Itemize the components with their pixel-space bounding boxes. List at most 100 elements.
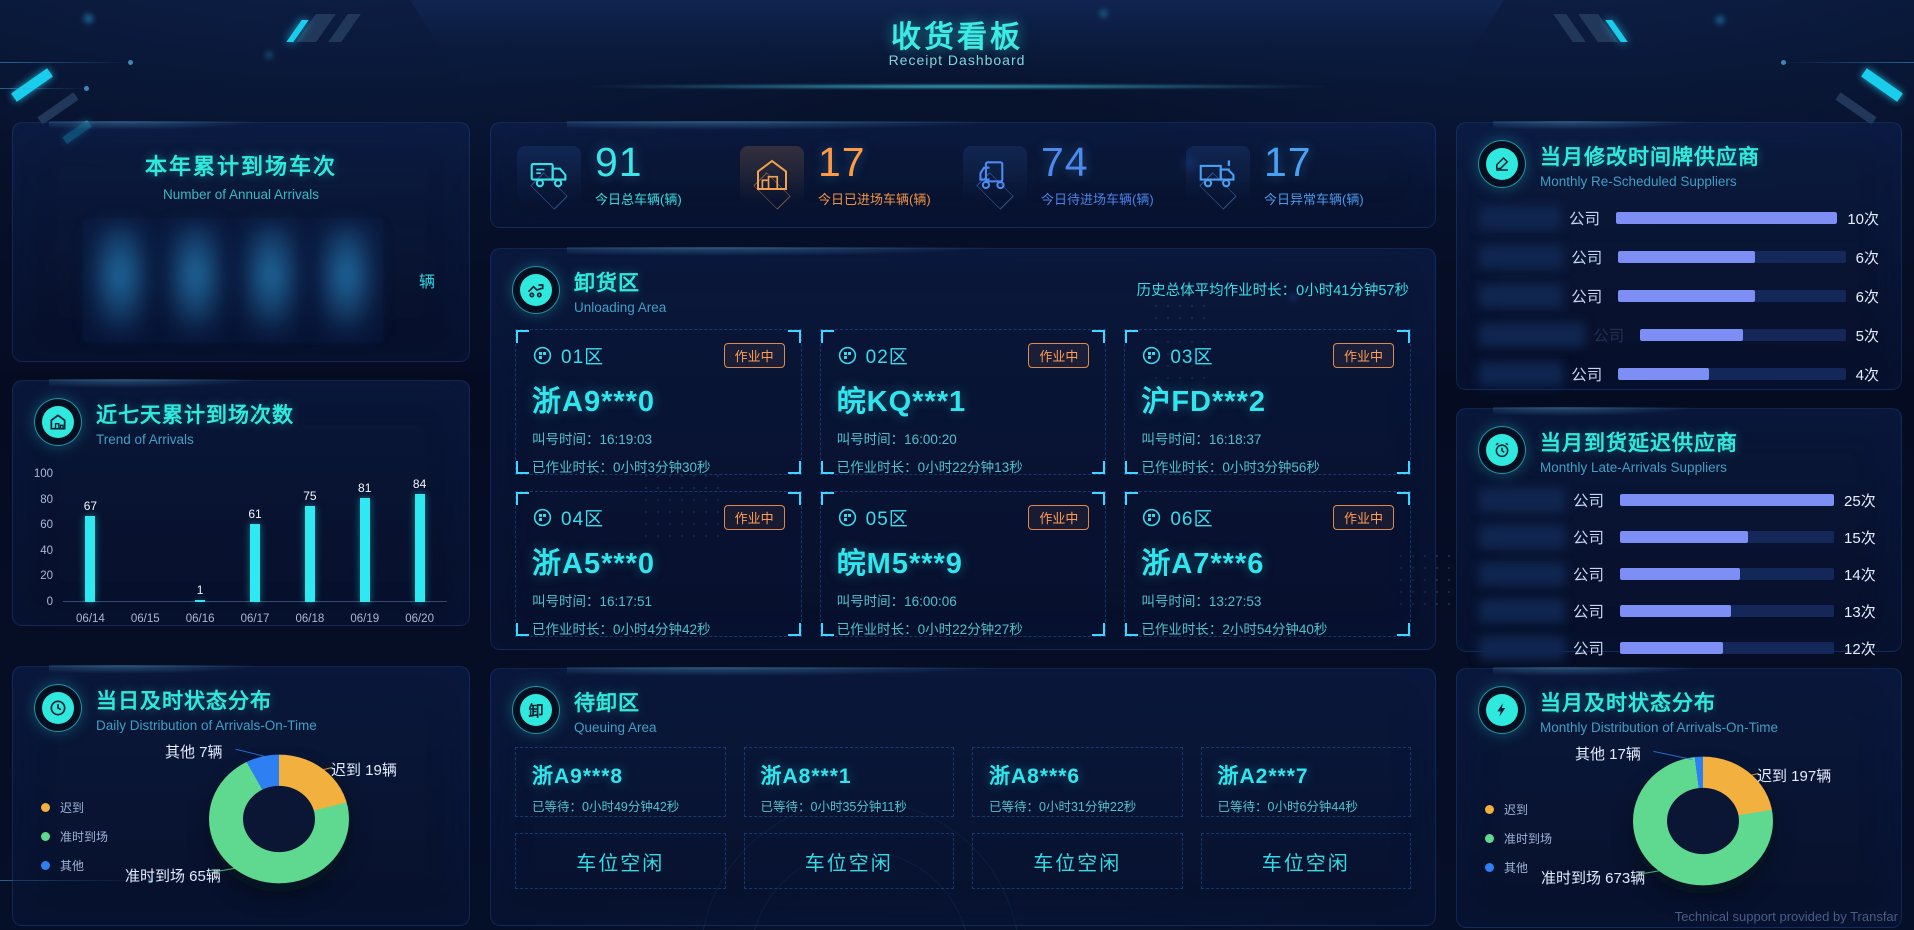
supplier-bar-track — [1620, 494, 1835, 506]
bay-zone-label: 02区 — [865, 347, 909, 368]
trend-subtitle: Trend of Arrivals — [96, 432, 194, 447]
supplier-row: 公司 25次 — [1479, 487, 1879, 513]
trend-bar — [85, 516, 96, 602]
bay-plate: 皖M5***9 — [836, 548, 963, 580]
unload-badge-icon: 卸 — [513, 687, 559, 733]
legend-item: 迟到 — [41, 799, 108, 816]
annual-unit: 辆 — [418, 274, 435, 291]
queue-slot-card: 浙A9***8 已等待：0小时49分钟42秒 — [515, 747, 726, 817]
supplier-row: 公司 14次 — [1479, 561, 1879, 587]
callout-line — [235, 748, 271, 759]
queuing-subtitle: Queuing Area — [574, 720, 657, 735]
trend-panel: 近七天累计到场次数 Trend of Arrivals 67 06/14 06/1… — [12, 379, 470, 626]
supplier-count: 6次 — [1855, 249, 1879, 267]
supplier-bar-track — [1620, 531, 1835, 543]
trend-bar — [414, 494, 425, 602]
monthly-donut-title: 当月及时状态分布 — [1540, 692, 1716, 715]
supplier-bar-track — [1620, 568, 1835, 580]
stat-entered-vehicles: 17 今日已进场车辆(辆) — [740, 142, 963, 210]
warehouse-truck-icon — [35, 399, 81, 445]
trend-plot: 67 06/14 06/15 1 06/16 61 06/17 75 06/18 81 0… — [63, 457, 447, 625]
bay-zone-label: 03区 — [1170, 347, 1214, 368]
truck-icon — [517, 146, 581, 210]
today-stats-panel: 91 今日总车辆(辆) 17 今日已进场车辆(辆) — [490, 121, 1436, 228]
warehouse-icon — [740, 146, 804, 210]
supplier-row: 公司 13次 — [1479, 598, 1879, 624]
unloading-title: 卸货区 — [574, 272, 640, 295]
bay-call-time: 叫号时间：13:27:53 — [1141, 594, 1262, 609]
late-subtitle: Monthly Late-Arrivals Suppliers — [1540, 460, 1727, 475]
daily-donut-chart — [209, 754, 349, 884]
bay-zone-label: 06区 — [1170, 509, 1214, 530]
bay-call-time: 叫号时间：16:18:37 — [1141, 432, 1262, 447]
unloading-bay-card: 05区 作业中 皖M5***9 叫号时间：16:00:06 已作业时长：0小时2… — [819, 491, 1107, 637]
glow-orb-decor — [1716, 16, 1724, 24]
zone-icon — [533, 508, 552, 527]
alarm-clock-icon — [1479, 427, 1525, 473]
supplier-bar — [1620, 642, 1723, 654]
blurred-digit — [89, 224, 151, 337]
callout-ontime: 准时到场 673辆 — [1541, 870, 1646, 887]
bay-call-time: 叫号时间：16:19:03 — [532, 432, 653, 447]
supplier-bar — [1616, 212, 1838, 224]
bay-plate: 皖KQ***1 — [836, 386, 967, 418]
supplier-bar-track — [1640, 329, 1846, 341]
queuing-title: 待卸区 — [574, 692, 640, 715]
circuit-trace-decor — [0, 878, 153, 883]
header: 收货看板 Receipt Dashboard — [0, 0, 1914, 92]
legend-item: 其他 — [1485, 859, 1552, 876]
supplier-count: 25次 — [1844, 492, 1876, 510]
annual-subtitle: Number of Annual Arrivals — [162, 187, 320, 202]
supplier-bar-track — [1618, 368, 1846, 380]
status-badge: 作业中 — [1332, 343, 1394, 368]
legend-dot-late — [41, 803, 50, 812]
idle-slot-card: 车位空闲 — [1200, 833, 1411, 889]
supplier-count: 12次 — [1844, 640, 1876, 658]
avg-working-time: 历史总体平均作业时长：0小时41分钟57秒 — [1136, 283, 1409, 299]
bay-work-time: 已作业时长：0小时3分钟56秒 — [1141, 460, 1320, 475]
supplier-name-blurred — [1479, 562, 1565, 586]
supplier-name-blurred — [1479, 525, 1565, 549]
callout-ontime: 准时到场 65辆 — [125, 868, 221, 885]
supplier-row: 公司 15次 — [1479, 524, 1879, 550]
bay-call-time: 叫号时间：16:00:20 — [836, 432, 957, 447]
bar-column: 84 06/20 — [405, 477, 434, 625]
daily-donut-title: 当日及时状态分布 — [96, 690, 272, 713]
y-tick-label: 40 — [40, 544, 53, 557]
supplier-count: 14次 — [1844, 566, 1876, 584]
edge-slash-decor — [1835, 92, 1877, 125]
supplier-row: 公司 10次 — [1479, 205, 1879, 231]
supplier-name-blurred — [1479, 245, 1564, 269]
status-badge: 作业中 — [1332, 505, 1394, 530]
trend-title: 近七天累计到场次数 — [96, 404, 294, 427]
queue-slot-card: 浙A8***1 已等待：0小时35分钟11秒 — [743, 747, 954, 817]
queue-plate: 浙A2***7 — [1217, 765, 1309, 788]
supplier-count: 13次 — [1844, 603, 1876, 621]
legend-dot-other — [41, 861, 50, 870]
supplier-bar-track — [1616, 212, 1838, 224]
lightning-icon — [1479, 687, 1525, 733]
status-badge: 作业中 — [723, 505, 785, 530]
legend-item: 其他 — [41, 857, 108, 874]
bar-column: 06/15 — [130, 613, 160, 625]
supplier-row: 公司 5次 — [1479, 322, 1879, 348]
trend-chart: 67 06/14 06/15 1 06/16 61 06/17 75 06/18 81 0… — [27, 457, 451, 625]
supplier-name-blurred — [1479, 636, 1565, 660]
callout-line — [1653, 750, 1693, 761]
chart-legend: 迟到 准时到场 其他 — [1485, 801, 1552, 888]
page-subtitle: Receipt Dashboard — [888, 52, 1026, 68]
supplier-count: 5次 — [1855, 327, 1879, 345]
zone-icon — [838, 346, 856, 365]
daily-donut-area: 迟到 准时到场 其他 其他 7辆 迟到 19辆 准时到场 65辆 — [13, 737, 469, 925]
bar-column: 61 06/17 — [240, 506, 270, 625]
circuit-trace-decor — [0, 60, 133, 65]
zone-icon — [1143, 346, 1161, 365]
unloading-bay-card: 02区 作业中 皖KQ***1 叫号时间：16:00:20 已作业时长：0小时2… — [819, 329, 1107, 475]
footer-credit: Technical support provided by Transfar — [1674, 909, 1898, 924]
supplier-count: 4次 — [1855, 366, 1879, 384]
trend-bar — [195, 600, 206, 602]
daily-donut-subtitle: Daily Distribution of Arrivals-On-Time — [96, 718, 317, 733]
dot-grid-decor — [1395, 550, 1455, 610]
bay-plate: 浙A9***0 — [532, 386, 656, 418]
bar-column: 81 06/19 — [350, 481, 380, 625]
